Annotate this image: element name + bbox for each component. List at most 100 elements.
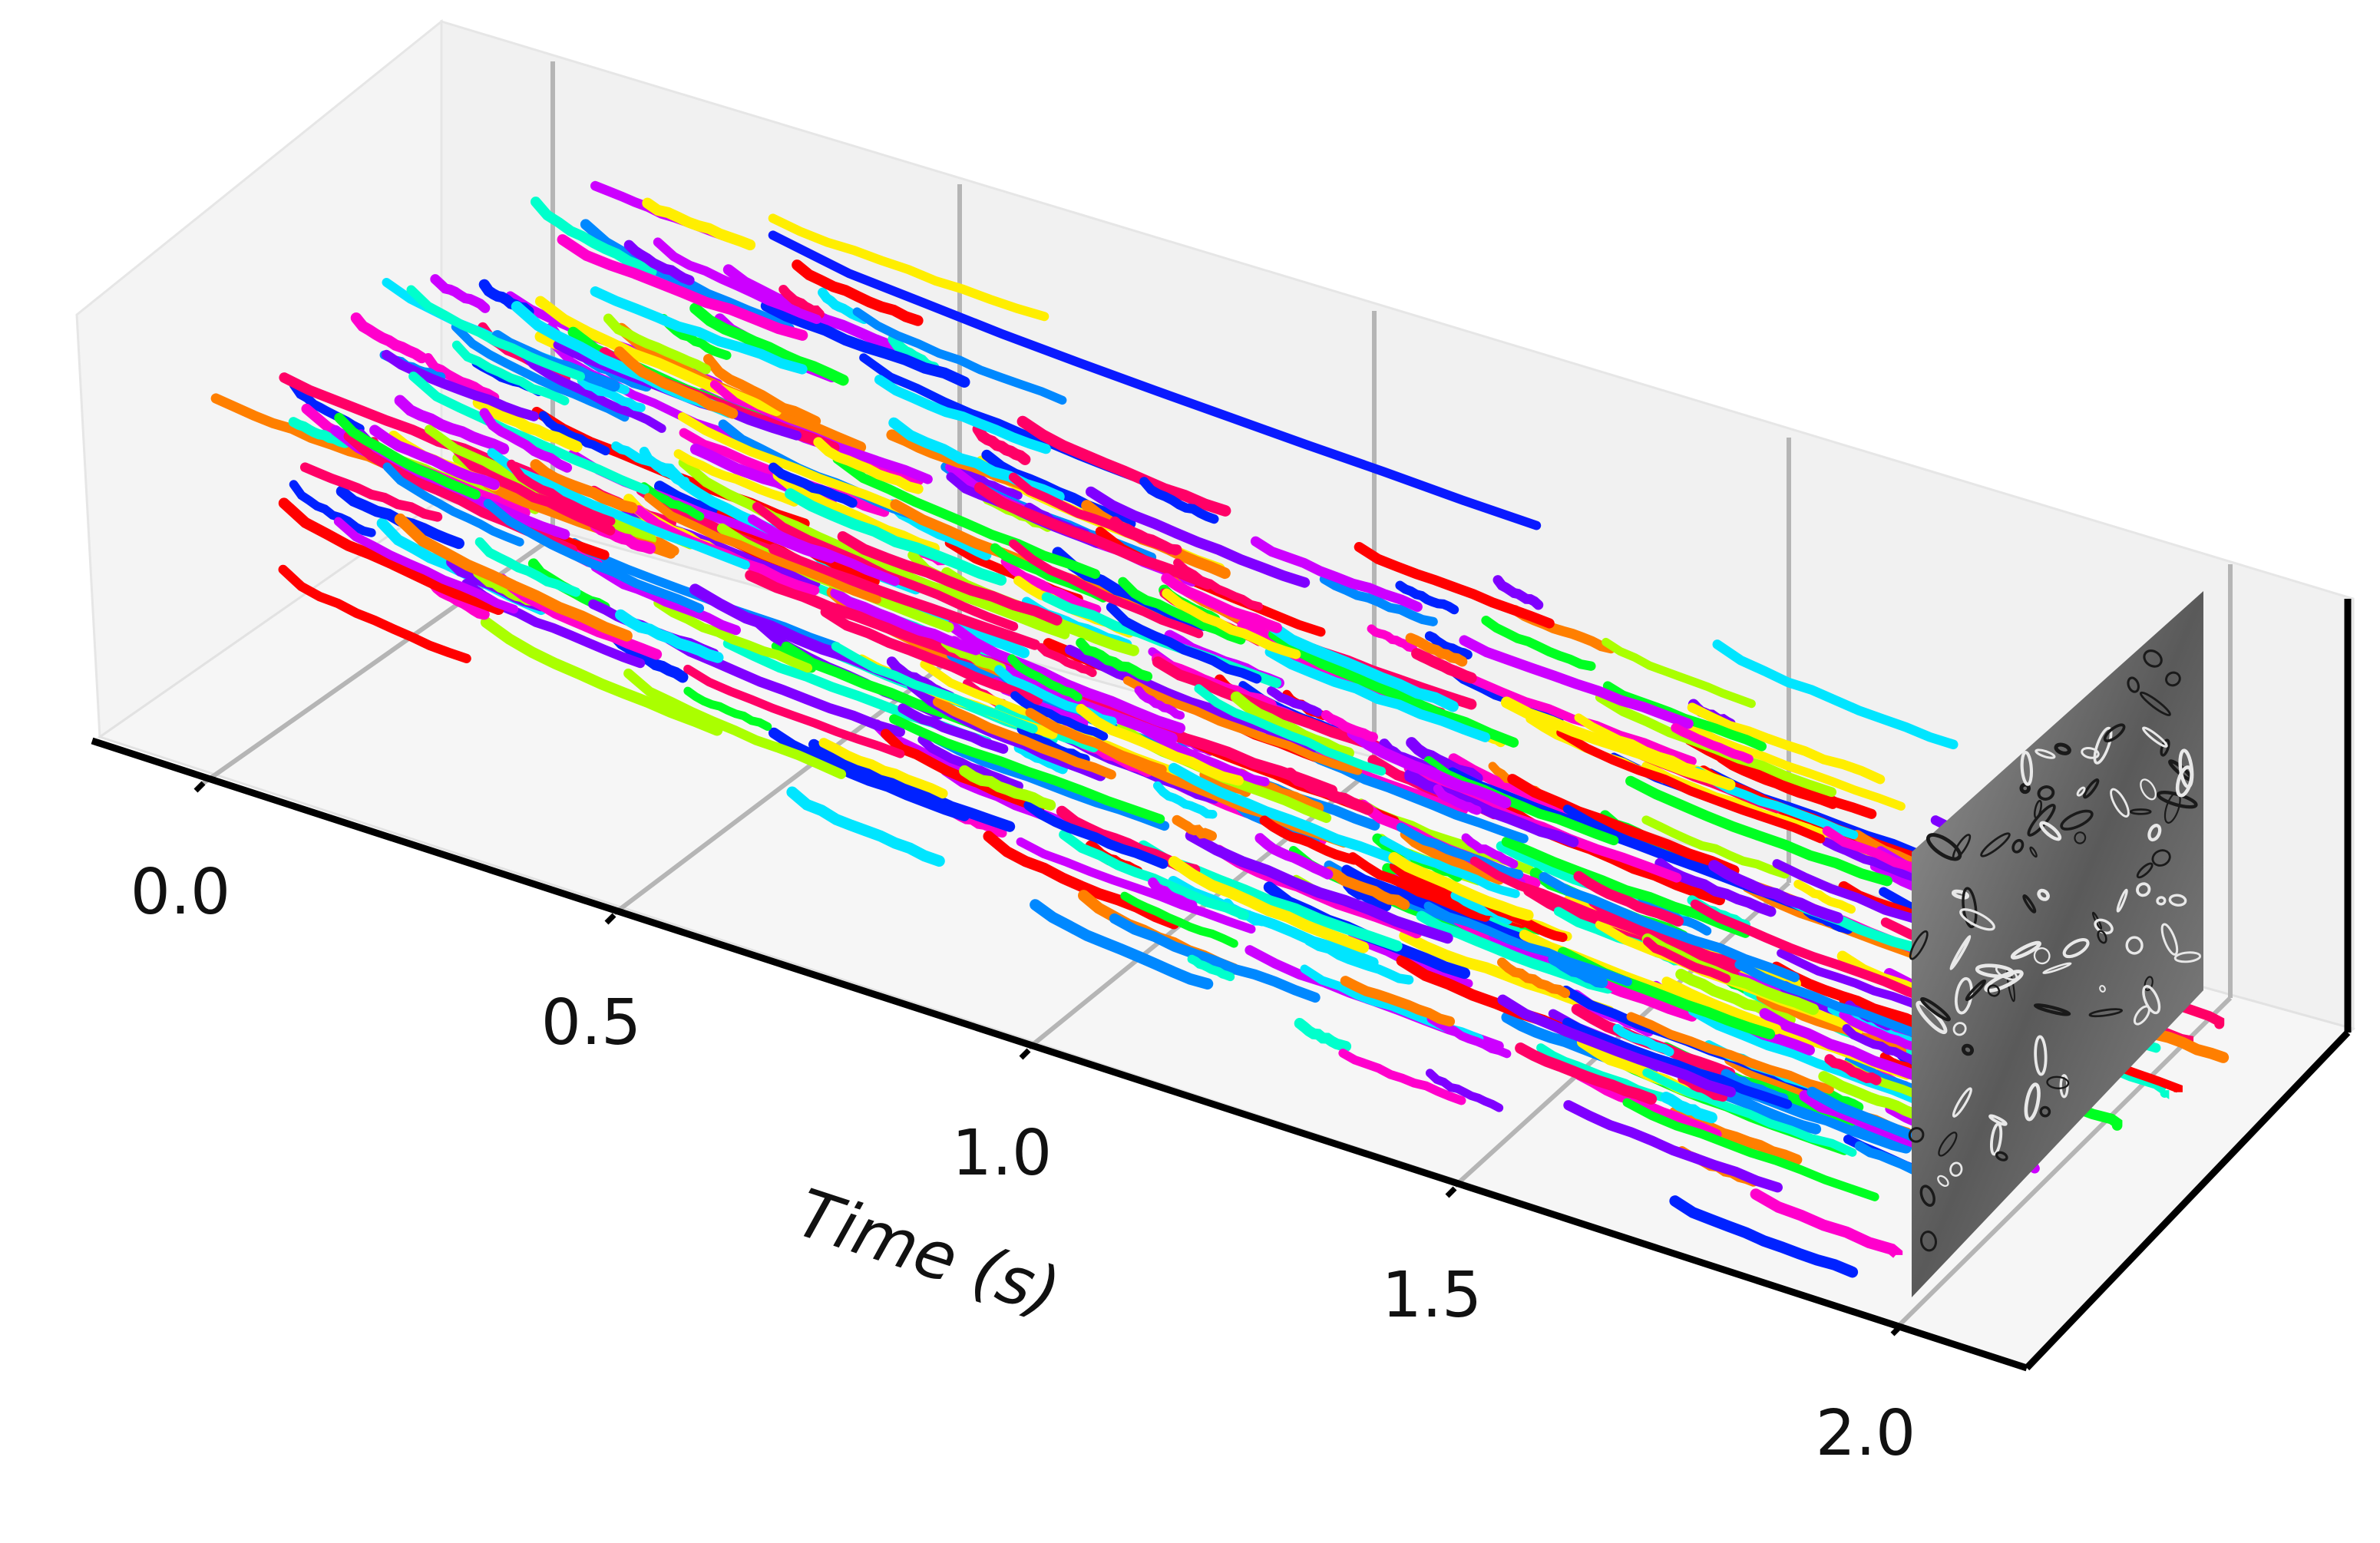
event-track [772, 469, 940, 554]
event-track [792, 259, 924, 326]
event-track [837, 530, 1063, 626]
event-track [874, 375, 1051, 454]
event-track [1268, 629, 1519, 748]
texture-mark [2039, 1105, 2051, 1118]
event-track [959, 765, 1056, 811]
event-track [1036, 643, 1097, 678]
event-track [881, 729, 1045, 813]
event-track [590, 561, 742, 636]
event-track [1411, 648, 1477, 684]
texture-mark [1952, 834, 1972, 861]
event-track [1162, 588, 1301, 659]
texture-mark [2173, 951, 2202, 963]
event-track [1324, 866, 1410, 910]
texture-mark [2088, 1008, 2124, 1018]
texture-mark [1962, 887, 1978, 929]
event-track [1148, 877, 1198, 910]
x-axis-line [91, 737, 2028, 1372]
event-track [1340, 976, 1456, 1027]
event-track [394, 395, 510, 454]
texture-mark [2011, 838, 2025, 854]
event-track [889, 714, 1165, 824]
event-track [1612, 1023, 1674, 1057]
event-track [1563, 1100, 1783, 1193]
event-track [288, 417, 350, 448]
event-track [831, 642, 1038, 734]
event-track [590, 286, 808, 375]
texture-mark [2156, 896, 2167, 906]
event-track [1497, 957, 1571, 999]
event-track [917, 735, 1023, 791]
texture-mark [2103, 723, 2126, 742]
texture-mark [1938, 1132, 1958, 1157]
event-track [1230, 691, 1354, 759]
event-track [1194, 684, 1387, 776]
event-track [1770, 961, 1944, 1036]
texture-mark [1959, 908, 1995, 931]
event-track [1824, 1054, 1882, 1085]
texture-mark [2060, 809, 2094, 831]
event-track [1548, 953, 1608, 989]
image-plane-texture [1908, 649, 2202, 1252]
event-track [747, 514, 900, 586]
event-track [1259, 815, 1360, 865]
event-track [1016, 415, 1231, 517]
event-track [423, 352, 500, 403]
event-track [289, 480, 376, 537]
event-track [1793, 879, 1856, 914]
event-track [768, 727, 970, 821]
texture-mark [2125, 936, 2144, 955]
event-track [946, 620, 1186, 734]
texture-mark [2024, 1082, 2041, 1122]
event-track [1347, 852, 1490, 922]
event-track [1425, 1069, 1504, 1112]
event-track [381, 349, 539, 421]
event-track [1134, 686, 1185, 720]
x-tick-label: 0.5 [541, 986, 641, 1059]
texture-mark [2178, 748, 2194, 788]
event-track [1379, 836, 1520, 898]
texture-mark [2129, 808, 2152, 815]
texture-mark [1987, 984, 2001, 997]
x-tick [1019, 1048, 1031, 1060]
event-track [514, 344, 666, 433]
texture-mark [1995, 965, 2018, 981]
event-track [538, 411, 610, 456]
y-axis-line [2024, 1029, 2351, 1371]
texture-mark [2054, 742, 2071, 755]
event-track [1106, 602, 1262, 684]
event-track [1321, 710, 1378, 742]
event-track [1459, 635, 1694, 729]
event-track [1818, 1071, 1920, 1120]
event-track [808, 738, 1016, 832]
event-track [813, 437, 924, 494]
texture-mark [2142, 726, 2168, 748]
texture-mark [2033, 799, 2043, 819]
event-track [1641, 815, 1790, 879]
event-track [1347, 727, 1512, 809]
event-track [408, 371, 650, 495]
texture-mark [2093, 726, 2113, 765]
event-track [643, 493, 881, 604]
event-track [760, 300, 970, 388]
event-track [1152, 656, 1382, 752]
event-track [642, 197, 756, 251]
event-track [1573, 871, 1684, 927]
image-plane [1908, 591, 2203, 1297]
event-track [623, 240, 695, 286]
texture-mark [2076, 786, 2086, 797]
texture-mark [1909, 930, 1929, 960]
texture-mark [2022, 894, 2037, 914]
event-track [1626, 1012, 1834, 1094]
event-track [1161, 573, 1283, 633]
x-tick-label: 2.0 [1816, 1397, 1916, 1470]
event-track [603, 313, 711, 375]
event-track [1304, 936, 1414, 985]
texture-mark [1952, 1022, 1967, 1036]
event-track [1642, 1068, 1857, 1157]
event-track [479, 408, 573, 473]
event-track [1008, 472, 1181, 556]
event-track [1492, 575, 1544, 610]
texture-mark [2037, 785, 2055, 801]
